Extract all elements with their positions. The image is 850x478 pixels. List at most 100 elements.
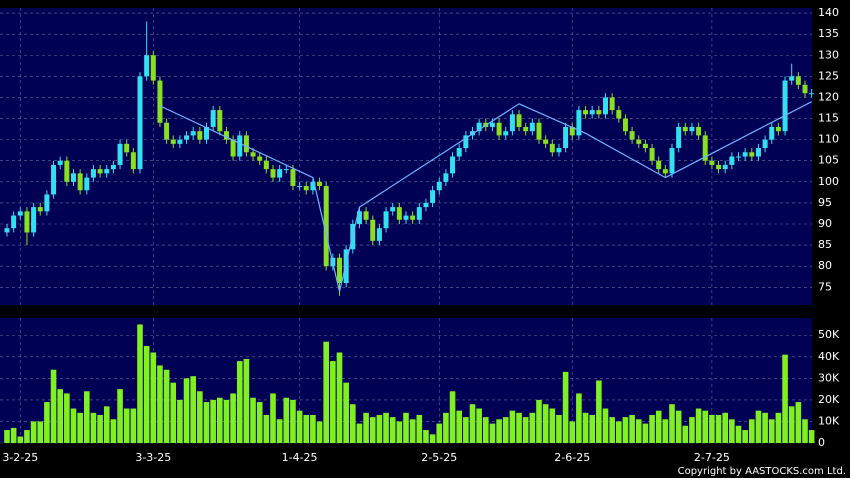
volume-bar: [589, 414, 595, 443]
volume-bar: [569, 421, 576, 443]
y-tick-label: 20K: [818, 393, 840, 406]
candle-body: [177, 139, 183, 144]
candle-body: [616, 110, 622, 119]
candle-body: [456, 148, 462, 157]
candle-body: [556, 148, 562, 153]
x-tick-label: 2-5-25: [421, 451, 457, 464]
candle-body: [223, 131, 229, 140]
candle-body: [689, 126, 695, 132]
volume-bar: [808, 430, 815, 443]
candle-body: [383, 211, 389, 229]
candle-body: [110, 164, 116, 170]
volume-bar: [469, 404, 476, 443]
candle-body: [104, 169, 110, 174]
volume-bar: [137, 324, 143, 443]
y-tick-label: 50K: [818, 328, 840, 341]
y-tick-label: 75: [818, 280, 832, 293]
volume-bar: [602, 408, 609, 443]
volume-bar: [310, 414, 316, 443]
y-tick-label: 30K: [818, 371, 840, 384]
candle-body: [317, 181, 323, 187]
x-tick-label: 3-3-25: [135, 451, 171, 464]
volume-bar: [356, 423, 363, 443]
candle-body: [277, 169, 283, 178]
candle-body: [716, 164, 722, 170]
candle-body: [370, 219, 376, 241]
candle-body: [297, 186, 303, 188]
volume-bar: [709, 414, 715, 443]
volume-bar: [695, 408, 702, 443]
candle-body: [496, 122, 502, 136]
volume-bar: [675, 410, 682, 443]
candle-body: [430, 190, 436, 203]
volume-bar: [270, 393, 276, 443]
volume-bar: [17, 436, 24, 443]
y-tick-label: 115: [818, 112, 839, 125]
candle-body: [190, 131, 196, 136]
candle-body: [503, 131, 509, 136]
volume-bar: [24, 430, 30, 443]
candle-body: [609, 97, 615, 111]
volume-bar: [37, 421, 44, 443]
volume-bar: [403, 412, 409, 443]
candle-body: [24, 211, 30, 233]
volume-bar: [702, 410, 709, 443]
volume-bar: [629, 414, 635, 443]
candle-body: [476, 122, 482, 132]
volume-bar: [749, 419, 755, 443]
candle-body: [489, 122, 495, 127]
volume-bar: [376, 414, 383, 443]
candle-body: [589, 110, 595, 115]
candle-body: [170, 139, 176, 144]
volume-bar: [330, 361, 336, 443]
volume-bar: [157, 365, 163, 443]
volume-bar: [556, 414, 562, 443]
volume-bar: [722, 412, 728, 443]
volume-bar: [336, 352, 343, 443]
y-tick-label: 105: [818, 154, 839, 167]
volume-bar: [576, 393, 582, 443]
volume-bar: [735, 425, 742, 443]
candle-body: [450, 156, 456, 174]
volume-bar: [782, 354, 788, 443]
volume-bar: [409, 419, 416, 443]
candle-body: [516, 114, 522, 127]
volume-bar: [775, 412, 782, 443]
volume-bar: [436, 423, 443, 443]
volume-bar: [383, 412, 389, 443]
candle-body: [543, 139, 549, 144]
volume-bar: [516, 412, 522, 443]
volume-bar: [10, 427, 17, 443]
candle-body: [396, 207, 402, 220]
y-tick-label: 110: [818, 133, 839, 146]
volume-bar: [582, 412, 589, 443]
volume-bar: [150, 352, 157, 443]
candle-body: [436, 181, 442, 191]
y-tick-label: 100: [818, 175, 839, 188]
volume-bar: [549, 408, 556, 443]
volume-bar: [343, 382, 349, 443]
volume-bar: [502, 417, 509, 443]
volume-bar: [90, 412, 97, 443]
volume-bar: [130, 408, 137, 443]
volume-bar: [689, 417, 695, 443]
candle-body: [150, 55, 156, 81]
candle-body: [569, 126, 575, 136]
volume-bar: [562, 371, 569, 443]
volume-bar: [642, 423, 649, 443]
volume-bar: [290, 399, 296, 443]
volume-bar: [423, 430, 429, 443]
volume-bar: [463, 417, 469, 443]
candle-body: [11, 215, 17, 229]
candle-body: [64, 160, 70, 182]
y-tick-label: 10K: [818, 414, 840, 427]
volume-bar: [489, 423, 496, 443]
volume-bar: [30, 421, 37, 443]
candle-body: [629, 131, 635, 140]
volume-bar: [57, 389, 63, 443]
volume-bar: [788, 406, 795, 443]
volume-bar: [323, 341, 329, 443]
trend-line: [159, 101, 812, 292]
candle-body: [137, 76, 143, 170]
y-tick-label: 90: [818, 217, 832, 230]
